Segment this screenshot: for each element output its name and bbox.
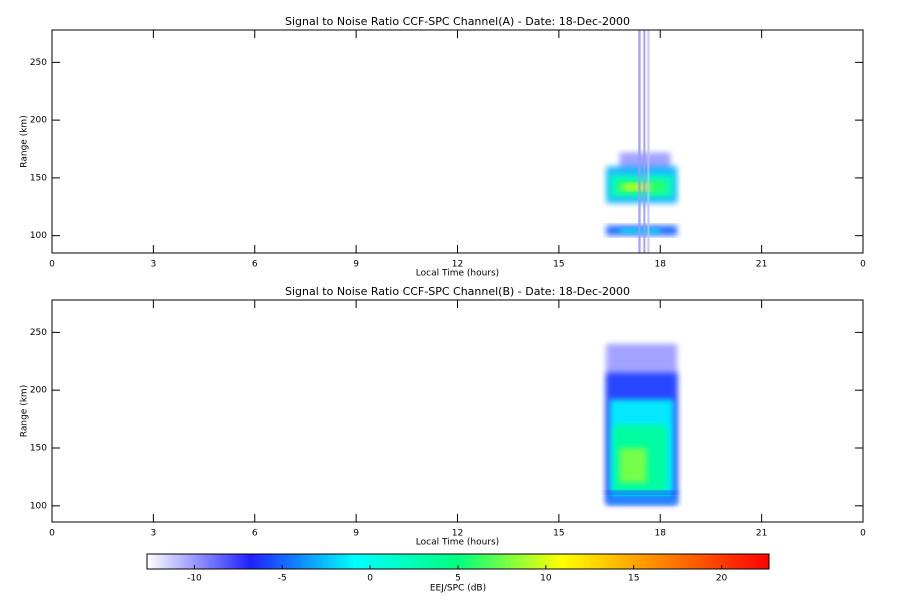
x-tick-label: 3 [151, 260, 157, 270]
x-tick-label: 0 [860, 529, 866, 539]
x-tick-label: 21 [756, 529, 767, 539]
y-axis-label: Range (km) [20, 385, 30, 437]
y-tick-label: 200 [30, 116, 47, 126]
plot-frame [51, 299, 864, 523]
colorbar-tick-label: 15 [628, 574, 639, 584]
heatmap-cell [619, 448, 647, 483]
heatmap-cell [643, 30, 646, 253]
x-tick-label: 12 [452, 260, 463, 270]
x-tick-label: 0 [49, 260, 55, 270]
chart-title: Signal to Noise Ratio CCF-SPC Channel(A)… [285, 15, 630, 28]
heatmap-cell [606, 497, 678, 505]
x-tick-label: 18 [655, 529, 667, 539]
x-tick-label: 6 [252, 529, 258, 539]
heatmap-cell [638, 30, 641, 253]
colorbar-tick-label: -10 [187, 574, 202, 584]
y-tick-label: 150 [30, 173, 47, 183]
x-tick-label: 0 [860, 260, 866, 270]
heatmap [606, 343, 678, 506]
x-tick-label: 15 [553, 529, 564, 539]
y-tick-label: 200 [30, 386, 47, 396]
x-axis-label: Local Time (hours) [416, 538, 499, 548]
y-tick-label: 250 [30, 58, 47, 68]
y-axis-label: Range (km) [20, 115, 30, 167]
heatmap-cell [623, 183, 651, 191]
y-tick-label: 100 [30, 231, 47, 241]
heatmap-cell [647, 30, 650, 253]
y-tick-label: 150 [30, 444, 47, 454]
x-tick-label: 6 [252, 260, 258, 270]
colorbar-tick-label: 5 [455, 574, 461, 584]
chart-title: Signal to Noise Ratio CCF-SPC Channel(B)… [285, 285, 630, 298]
x-tick-label: 0 [49, 529, 55, 539]
plot-frame [51, 29, 864, 254]
x-tick-label: 9 [353, 529, 359, 539]
colorbar-tick-label: 10 [540, 574, 552, 584]
x-axis-label: Local Time (hours) [416, 269, 499, 279]
x-tick-label: 18 [655, 260, 667, 270]
y-tick-label: 100 [30, 501, 47, 511]
x-tick-label: 21 [756, 260, 767, 270]
x-tick-label: 9 [353, 260, 359, 270]
colorbar-label: EEJ/SPC (dB) [430, 584, 486, 594]
heatmap [606, 30, 678, 253]
colorbar-tick-label: 0 [367, 574, 373, 584]
colorbar-tick-label: 20 [716, 574, 728, 584]
y-tick-label: 250 [30, 328, 47, 338]
heatmap-cell [606, 490, 678, 495]
x-tick-label: 12 [452, 529, 463, 539]
x-tick-label: 15 [553, 260, 564, 270]
x-tick-label: 3 [151, 529, 157, 539]
colorbar-tick-label: -5 [278, 574, 287, 584]
